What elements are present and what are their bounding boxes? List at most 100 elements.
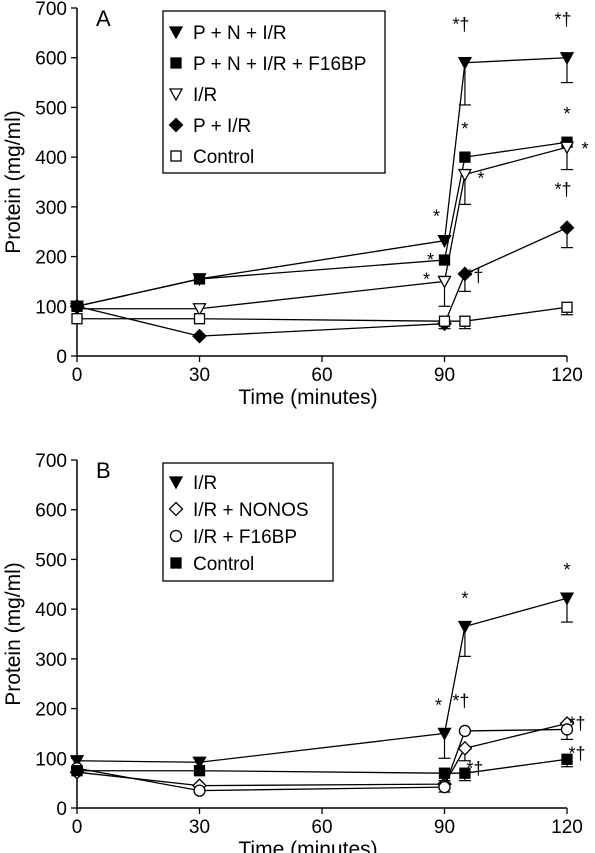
data-point: [559, 52, 575, 66]
data-point: [559, 592, 575, 606]
data-point: [438, 254, 451, 266]
legend: I/R I/R + NONOS I/R + F16BP Control: [162, 462, 334, 582]
series-0: [69, 592, 575, 770]
x-tick-label: 30: [189, 365, 210, 386]
y-axis-title: Protein (mg/ml): [2, 110, 25, 254]
legend-marker: [170, 57, 182, 69]
x-tick-label: 0: [72, 365, 83, 386]
data-point: [71, 313, 83, 325]
y-tick-label: 300: [35, 650, 67, 671]
legend-entry: Control: [193, 147, 254, 168]
y-tick-label: 100: [35, 749, 67, 770]
legend-entry: I/R: [193, 473, 217, 494]
x-tick-label: 90: [434, 365, 455, 386]
chart-panel-a: 0 100 200 300 400 500 600 700 0 30 60 90 120 Time (mi…: [2, 0, 589, 409]
significance-label: *†: [568, 743, 585, 763]
data-point: [69, 298, 85, 314]
data-point: [437, 275, 452, 289]
data-point: [457, 168, 473, 182]
y-tick-label: 0: [56, 799, 67, 820]
data-point: [192, 303, 207, 317]
y-tick-label: 0: [56, 347, 67, 368]
x-tick-label: 90: [434, 817, 455, 838]
x-tick-label: 0: [72, 817, 83, 838]
legend-box: [162, 462, 334, 582]
legend-entry: I/R: [193, 85, 217, 106]
legend-entry: I/R + F16BP: [193, 527, 297, 548]
data-point: [559, 220, 575, 236]
data-point: [437, 727, 452, 741]
x-tick-label: 60: [311, 365, 332, 386]
series-line: [76, 728, 568, 792]
data-point: [438, 315, 451, 327]
data-point: [457, 266, 473, 282]
legend-marker: [170, 557, 182, 569]
data-point: [193, 273, 206, 285]
series-line: [76, 722, 568, 787]
data-point: [561, 753, 573, 765]
data-point: [560, 723, 574, 736]
data-point: [71, 765, 83, 777]
legend-marker: [168, 117, 184, 133]
significance-label: *: [423, 269, 430, 289]
panel-label: B: [96, 458, 111, 483]
legend-box: [162, 10, 386, 174]
y-tick-label: 500: [35, 98, 67, 119]
series-line: [76, 597, 568, 763]
y-tick-label: 200: [35, 248, 67, 269]
data-point: [457, 740, 473, 756]
data-point: [457, 57, 473, 71]
legend-marker: [168, 26, 184, 40]
data-point: [459, 767, 471, 779]
significance-label: *: [477, 169, 484, 189]
legend-marker: [168, 476, 184, 490]
series-3: [69, 220, 575, 344]
y-tick-label: 600: [35, 49, 67, 70]
y-tick-label: 700: [35, 0, 67, 20]
data-point: [438, 767, 451, 779]
series-4: [71, 301, 573, 330]
y-tick-label: 100: [35, 297, 67, 318]
legend-marker: [168, 88, 184, 102]
significance-label: *: [427, 250, 434, 270]
legend-entry: P + N + I/R: [193, 23, 287, 44]
significance-label: *†: [466, 758, 483, 778]
y-tick-label: 500: [35, 550, 67, 571]
y-tick-label: 600: [35, 501, 67, 522]
x-tick-label: 120: [551, 365, 583, 386]
significance-label: *: [581, 139, 588, 159]
chart-panel-b: 0 100 200 300 400 500 600 700 0 30 60 90 120 Time (mi…: [2, 451, 586, 853]
significance-label: *: [563, 560, 570, 580]
legend-entry: P + N + I/R + F16BP: [193, 54, 366, 75]
significance-label: *: [461, 589, 468, 609]
significance-label: *†: [554, 180, 571, 200]
data-point: [438, 780, 451, 794]
data-point: [192, 756, 207, 770]
data-point: [437, 235, 452, 249]
data-point: [458, 724, 472, 738]
data-point: [69, 755, 85, 769]
x-axis-title: Time (minutes): [238, 838, 377, 853]
data-point: [459, 315, 471, 327]
data-point: [459, 151, 471, 163]
data-point: [559, 141, 575, 155]
y-tick-label: 300: [35, 198, 67, 219]
significance-label: *: [433, 207, 440, 227]
data-point: [193, 784, 206, 797]
significance-label: *†: [568, 713, 585, 733]
x-tick-label: 120: [551, 817, 583, 838]
significance-label: *†: [452, 691, 469, 711]
legend-entry: I/R + NONOS: [193, 500, 309, 521]
significance-label: *: [435, 695, 442, 715]
y-tick-label: 700: [35, 451, 67, 472]
x-tick-label: 30: [189, 817, 210, 838]
series-3: [71, 753, 573, 782]
significance-label: *†: [466, 266, 483, 286]
legend-marker: [170, 150, 182, 162]
significance-label: *: [563, 104, 570, 124]
legend-marker: [168, 501, 184, 517]
y-tick-label: 200: [35, 700, 67, 721]
y-tick-label: 400: [35, 148, 67, 169]
y-axis-title: Protein (mg/ml): [2, 562, 25, 706]
